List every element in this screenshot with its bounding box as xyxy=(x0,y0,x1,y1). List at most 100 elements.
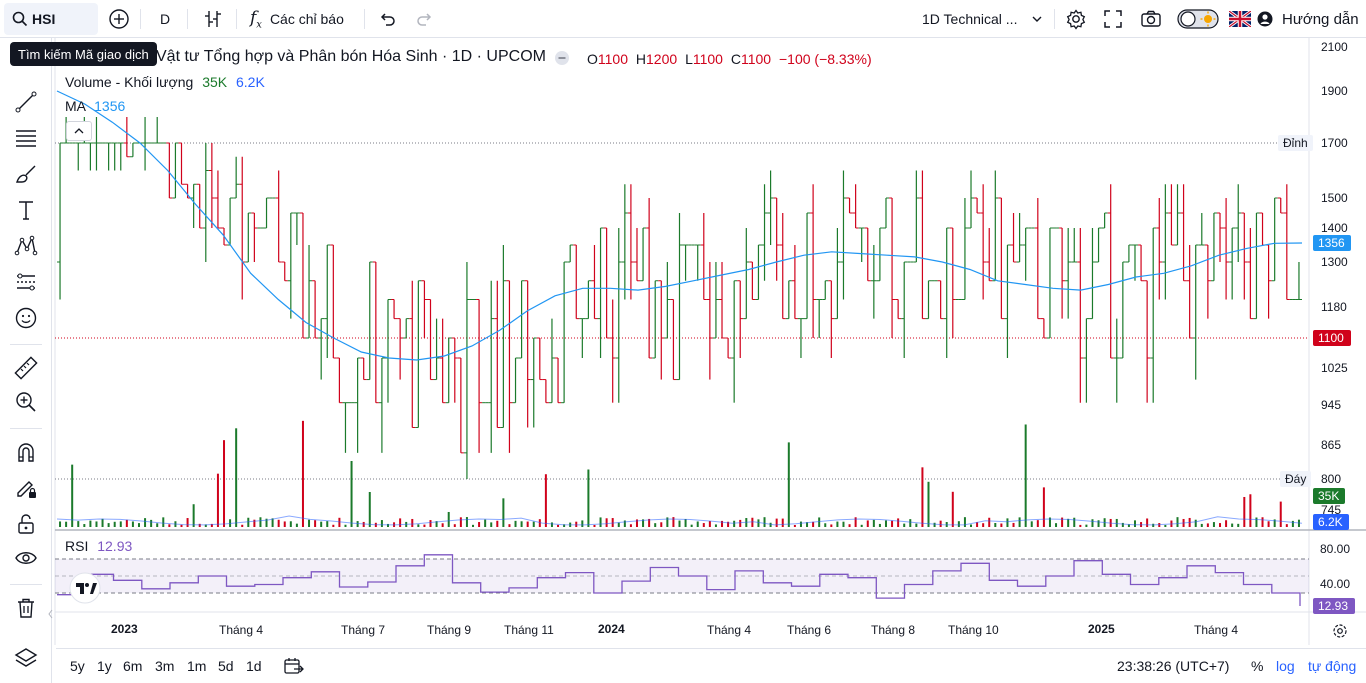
pattern-icon xyxy=(14,235,38,256)
search-tooltip: Tìm kiếm Mã giao dịch xyxy=(10,42,157,66)
peak-label-badge: Đỉnh xyxy=(1278,135,1313,151)
uk-flag-icon xyxy=(1229,11,1251,27)
volume-bar xyxy=(502,498,505,527)
range-5d[interactable]: 5d xyxy=(218,658,234,674)
undo-button[interactable] xyxy=(378,0,396,38)
screenshot-button[interactable] xyxy=(1140,0,1162,38)
range-3m[interactable]: 3m xyxy=(155,658,175,674)
rsi-badge: 12.93 xyxy=(1313,598,1355,614)
volume-bar xyxy=(982,523,985,527)
calendar-goto-icon xyxy=(284,658,304,674)
trash-icon xyxy=(18,598,34,618)
fullscreen-button[interactable] xyxy=(1103,0,1123,38)
volume-bar xyxy=(933,522,936,527)
tradingview-logo-icon xyxy=(69,572,101,604)
redo-button[interactable] xyxy=(416,0,434,38)
magnet-tool[interactable] xyxy=(12,438,40,466)
pane-collapse-icon[interactable] xyxy=(48,609,53,619)
volume-bar xyxy=(344,524,347,527)
volume-bar xyxy=(417,524,420,527)
volume-bar xyxy=(295,523,298,527)
remove-drawings-tool[interactable] xyxy=(12,594,40,622)
interval-button[interactable]: D xyxy=(160,11,171,27)
volume-bar xyxy=(356,521,359,527)
volume-bar xyxy=(95,521,98,527)
symbol-search-button[interactable]: HSI xyxy=(4,3,98,35)
volume-bar xyxy=(751,517,754,527)
hide-drawings-tool[interactable] xyxy=(12,544,40,572)
volume-bar xyxy=(1237,523,1240,527)
chart-type-button[interactable] xyxy=(202,0,224,38)
ma-legend[interactable]: MA 1356 xyxy=(65,98,125,114)
ma-value: 1356 xyxy=(94,98,126,114)
range-1y[interactable]: 1y xyxy=(97,658,112,674)
percent-toggle[interactable]: % xyxy=(1251,658,1264,674)
range-5y[interactable]: 5y xyxy=(70,658,85,674)
range-6m[interactable]: 6m xyxy=(123,658,143,674)
rsi-line xyxy=(57,554,1301,606)
volume-bar xyxy=(150,519,153,527)
volume-bar xyxy=(399,518,402,527)
settings-button[interactable] xyxy=(1065,0,1087,38)
range-1m[interactable]: 1m xyxy=(187,658,207,674)
theme-toggle[interactable] xyxy=(1177,0,1219,38)
volume-bar xyxy=(1079,524,1082,527)
clock-timezone[interactable]: 23:38:26 (UTC+7) xyxy=(1117,658,1230,674)
volume-bar xyxy=(678,520,681,527)
visibility-toggle-icon[interactable] xyxy=(553,50,571,66)
volume-bar xyxy=(757,519,760,527)
pattern-tool[interactable] xyxy=(12,232,40,260)
volume-bar xyxy=(271,518,274,527)
volume-bar xyxy=(113,521,116,527)
magnet-icon xyxy=(18,443,34,462)
guide-button[interactable]: Hướng dẫn xyxy=(1257,0,1359,38)
volume-legend[interactable]: Volume - Khối lượng 35K 6.2K xyxy=(65,74,265,90)
goto-date-button[interactable] xyxy=(284,649,304,683)
trend-line-tool[interactable] xyxy=(12,88,40,116)
language-button[interactable] xyxy=(1229,0,1251,38)
layout-select[interactable]: 1D Technical ... xyxy=(922,0,1043,38)
range-1d[interactable]: 1d xyxy=(246,658,262,674)
volume-bar xyxy=(83,524,86,527)
indicators-button[interactable]: fx Các chỉ báo xyxy=(250,0,344,38)
volume-bar xyxy=(988,517,991,527)
volume-bar xyxy=(308,519,311,527)
axis-settings-gear-icon[interactable] xyxy=(1332,623,1348,639)
volume-bar xyxy=(909,519,912,527)
volume-bar xyxy=(538,519,541,527)
time-tick: Tháng 10 xyxy=(948,623,999,637)
fib-tool[interactable] xyxy=(12,124,40,152)
lock-all-tool[interactable] xyxy=(12,510,40,538)
rsi-legend[interactable]: RSI 12.93 xyxy=(65,538,132,554)
price-tick: 1025 xyxy=(1321,361,1348,375)
volume-bar xyxy=(362,521,365,527)
lock-drawing-tool[interactable] xyxy=(12,474,40,502)
prediction-tool[interactable] xyxy=(12,268,40,296)
emoji-tool[interactable] xyxy=(12,304,40,332)
auto-scale-toggle[interactable]: tự động xyxy=(1308,658,1357,674)
text-icon xyxy=(19,201,33,220)
volume-bar xyxy=(514,520,517,527)
ruler-tool[interactable] xyxy=(12,354,40,382)
volume-bar xyxy=(763,517,766,527)
time-tick: 2024 xyxy=(598,622,625,636)
ma-line xyxy=(56,90,1303,361)
volume-bar xyxy=(1164,524,1167,527)
volume-bar xyxy=(799,521,802,527)
legend-collapse-button[interactable] xyxy=(66,121,92,141)
log-toggle[interactable]: log xyxy=(1276,658,1295,674)
time-tick: Tháng 4 xyxy=(219,623,264,637)
time-tick: 2023 xyxy=(111,622,138,636)
volume-bar xyxy=(490,522,493,527)
volume-bar xyxy=(1042,487,1045,527)
volume-bar xyxy=(605,518,608,527)
volume-bar xyxy=(1127,524,1130,527)
text-tool[interactable] xyxy=(12,196,40,224)
volume-bar xyxy=(775,518,778,527)
volume-bar xyxy=(617,522,620,527)
zoom-tool[interactable] xyxy=(12,388,40,416)
brush-tool[interactable] xyxy=(12,160,40,188)
compare-add-button[interactable] xyxy=(108,0,130,38)
object-tree-button[interactable] xyxy=(12,644,40,672)
